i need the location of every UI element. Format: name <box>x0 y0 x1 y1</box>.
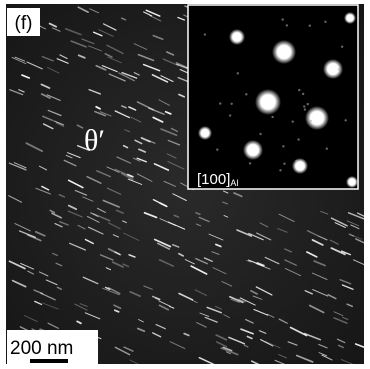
weak-spot <box>326 148 328 150</box>
weak-spot <box>341 46 343 48</box>
weak-spot <box>216 148 218 150</box>
weak-spot <box>309 25 311 27</box>
diffraction-spot <box>229 29 245 45</box>
weak-spot <box>249 162 251 164</box>
weak-spot <box>292 120 294 122</box>
diffraction-spot <box>255 89 281 115</box>
weak-spot <box>295 160 297 162</box>
weak-spot <box>303 105 305 107</box>
weak-spot <box>298 89 300 91</box>
zone-axis-subscript: Al <box>230 178 238 188</box>
weak-spot <box>344 119 346 121</box>
diffraction-spot <box>323 59 343 79</box>
micrograph-figure: [100]Al (f) θ′ 200 nm <box>0 0 370 369</box>
weak-spot <box>282 145 284 147</box>
weak-spot <box>324 21 326 23</box>
weak-spot <box>307 103 309 105</box>
scale-bar-label: 200 nm <box>10 338 73 359</box>
weak-spot <box>283 163 285 165</box>
weak-spot <box>271 116 273 118</box>
weak-spot <box>297 138 299 140</box>
weak-spot <box>302 93 304 95</box>
panel-label: (f) <box>15 13 33 34</box>
diffraction-spot <box>346 176 358 188</box>
weak-spot <box>304 108 306 110</box>
diffraction-spot <box>292 158 308 174</box>
diffraction-spot <box>198 126 212 140</box>
phase-label: θ′ <box>84 124 105 157</box>
weak-spot <box>338 68 340 70</box>
weak-spot <box>204 33 206 35</box>
diffraction-spot <box>344 12 356 24</box>
weak-spot <box>281 18 283 20</box>
zone-axis: [100] <box>197 171 230 188</box>
diffraction-spot <box>243 140 263 160</box>
weak-spot <box>259 133 261 135</box>
scale-bar <box>30 359 68 363</box>
weak-spot <box>279 169 281 171</box>
diffraction-spot <box>305 106 329 130</box>
weak-spot <box>309 120 311 122</box>
page: [100]Al (f) θ′ 200 nm (() => { const dat… <box>0 0 370 369</box>
weak-spot <box>230 103 232 105</box>
weak-spot <box>229 114 231 116</box>
weak-spot <box>286 24 288 26</box>
diffraction-spot <box>272 40 296 64</box>
weak-spot <box>237 72 239 74</box>
weak-spot <box>219 102 221 104</box>
weak-spot <box>245 93 247 95</box>
